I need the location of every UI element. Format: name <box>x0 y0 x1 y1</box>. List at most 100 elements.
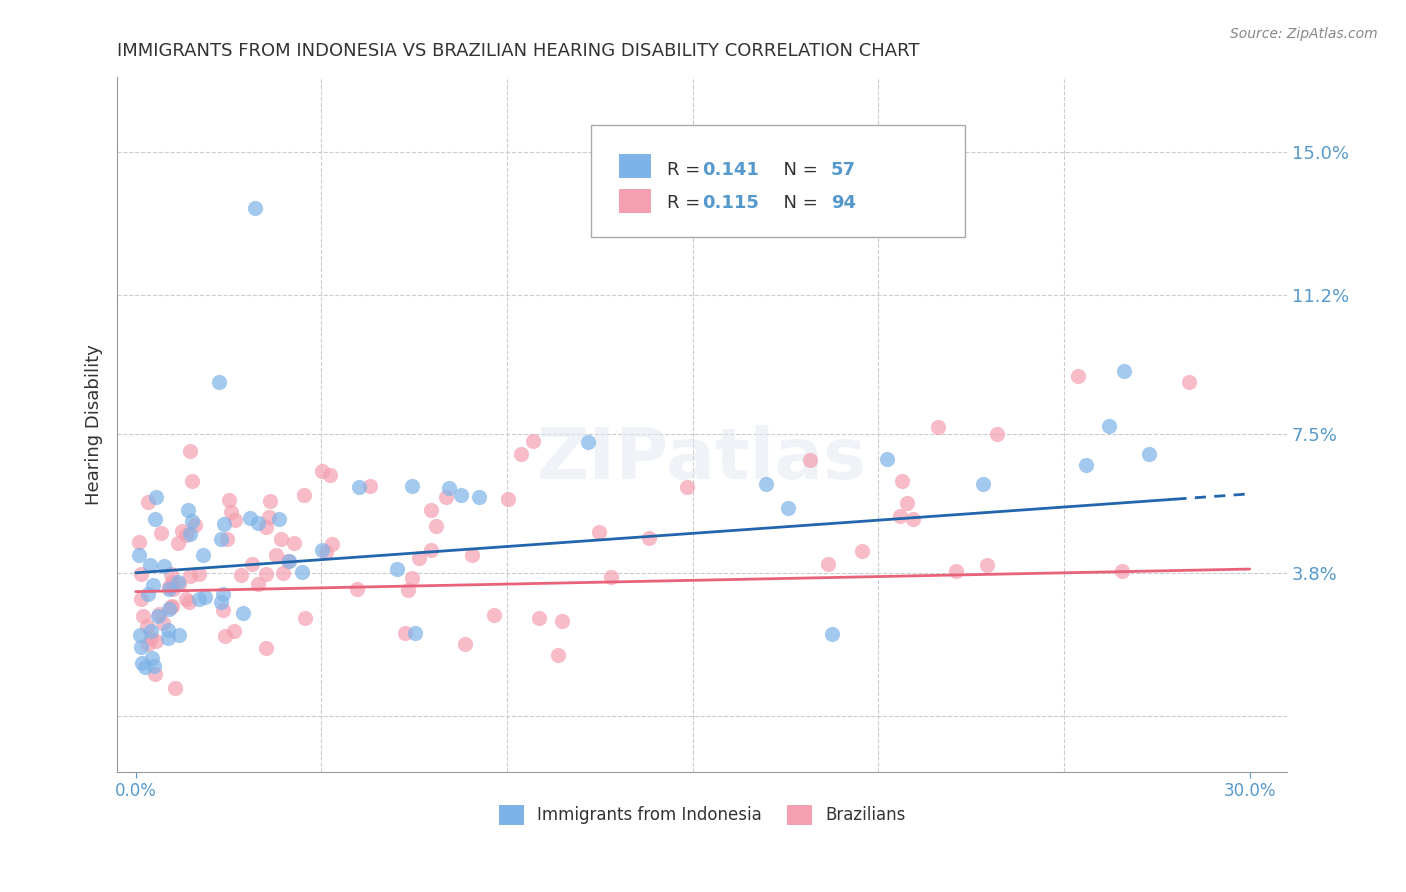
Immigrants from Indonesia <box>146 609 169 624</box>
Immigrants from Indonesia <box>141 624 163 639</box>
Brazilians <box>179 443 201 458</box>
Brazilians <box>163 681 186 695</box>
Y-axis label: Hearing Disability: Hearing Disability <box>86 344 103 505</box>
Text: IMMIGRANTS FROM INDONESIA VS BRAZILIAN HEARING DISABILITY CORRELATION CHART: IMMIGRANTS FROM INDONESIA VS BRAZILIAN H… <box>117 42 920 60</box>
Brazilians <box>976 558 998 572</box>
Brazilians <box>172 524 194 538</box>
Brazilians <box>152 615 174 630</box>
Brazilians <box>167 536 190 550</box>
Immigrants from Indonesia <box>246 516 269 530</box>
Immigrants from Indonesia <box>167 575 190 590</box>
Immigrants from Indonesia <box>156 623 179 637</box>
Brazilians <box>212 603 235 617</box>
Immigrants from Indonesia <box>778 501 800 516</box>
Immigrants from Indonesia <box>243 201 266 215</box>
Text: ZIPatlas: ZIPatlas <box>537 425 868 493</box>
Immigrants from Indonesia <box>152 558 174 573</box>
Immigrants from Indonesia <box>401 479 423 493</box>
Immigrants from Indonesia <box>385 562 408 576</box>
Brazilians <box>799 452 821 467</box>
Text: N =: N = <box>772 161 824 179</box>
FancyBboxPatch shape <box>591 125 965 236</box>
Immigrants from Indonesia <box>754 477 776 491</box>
Brazilians <box>294 610 316 624</box>
Immigrants from Indonesia <box>141 650 163 665</box>
Brazilians <box>136 618 159 632</box>
Immigrants from Indonesia <box>209 595 232 609</box>
Brazilians <box>321 537 343 551</box>
Brazilians <box>254 641 277 656</box>
Brazilians <box>600 570 623 584</box>
Immigrants from Indonesia <box>156 631 179 645</box>
Immigrants from Indonesia <box>1112 364 1135 378</box>
Brazilians <box>1177 375 1199 389</box>
Immigrants from Indonesia <box>142 578 165 592</box>
Brazilians <box>1067 369 1090 384</box>
Brazilians <box>218 492 240 507</box>
Immigrants from Indonesia <box>194 591 217 605</box>
Immigrants from Indonesia <box>179 527 201 541</box>
Text: 0.141: 0.141 <box>702 161 759 179</box>
Brazilians <box>496 491 519 506</box>
Brazilians <box>145 634 167 648</box>
Brazilians <box>292 488 315 502</box>
Brazilians <box>176 592 198 607</box>
Brazilians <box>131 609 153 624</box>
Brazilians <box>851 543 873 558</box>
Text: 94: 94 <box>831 194 856 212</box>
Brazilians <box>224 513 246 527</box>
Brazilians <box>259 510 281 524</box>
Immigrants from Indonesia <box>209 532 232 546</box>
Brazilians <box>129 566 152 581</box>
Brazilians <box>259 494 281 508</box>
Immigrants from Indonesia <box>239 510 262 524</box>
FancyBboxPatch shape <box>619 189 651 213</box>
Immigrants from Indonesia <box>1074 458 1097 472</box>
Immigrants from Indonesia <box>232 607 254 621</box>
Immigrants from Indonesia <box>311 542 333 557</box>
Immigrants from Indonesia <box>145 490 167 504</box>
Brazilians <box>891 474 914 488</box>
Brazilians <box>817 557 839 571</box>
Brazilians <box>219 505 242 519</box>
Brazilians <box>318 468 340 483</box>
Immigrants from Indonesia <box>291 565 314 579</box>
Brazilians <box>149 526 172 541</box>
Brazilians <box>896 496 918 510</box>
Immigrants from Indonesia <box>159 582 181 597</box>
Immigrants from Indonesia <box>347 480 370 494</box>
Brazilians <box>174 527 197 541</box>
Immigrants from Indonesia <box>876 452 898 467</box>
Brazilians <box>254 566 277 581</box>
Brazilians <box>271 566 294 581</box>
Brazilians <box>254 520 277 534</box>
Brazilians <box>359 479 381 493</box>
Immigrants from Indonesia <box>191 549 214 563</box>
Brazilians <box>160 575 183 590</box>
Immigrants from Indonesia <box>267 512 290 526</box>
Text: R =: R = <box>666 194 706 212</box>
Brazilians <box>128 535 150 549</box>
Brazilians <box>188 567 211 582</box>
Immigrants from Indonesia <box>138 558 160 573</box>
Immigrants from Indonesia <box>211 587 233 601</box>
Brazilians <box>283 536 305 550</box>
Brazilians <box>277 554 299 568</box>
Brazilians <box>240 557 263 571</box>
Brazilians <box>311 463 333 477</box>
Immigrants from Indonesia <box>212 517 235 532</box>
Brazilians <box>180 474 202 488</box>
Text: 57: 57 <box>831 161 856 179</box>
Brazilians <box>889 508 911 523</box>
Brazilians <box>215 533 238 547</box>
Brazilians <box>420 543 443 558</box>
Immigrants from Indonesia <box>450 488 472 502</box>
Brazilians <box>484 607 506 622</box>
Brazilians <box>148 607 170 621</box>
Immigrants from Indonesia <box>188 592 211 607</box>
Brazilians <box>246 577 269 591</box>
Brazilians <box>160 567 183 582</box>
Immigrants from Indonesia <box>129 628 152 642</box>
Immigrants from Indonesia <box>1139 447 1161 461</box>
Brazilians <box>901 512 924 526</box>
